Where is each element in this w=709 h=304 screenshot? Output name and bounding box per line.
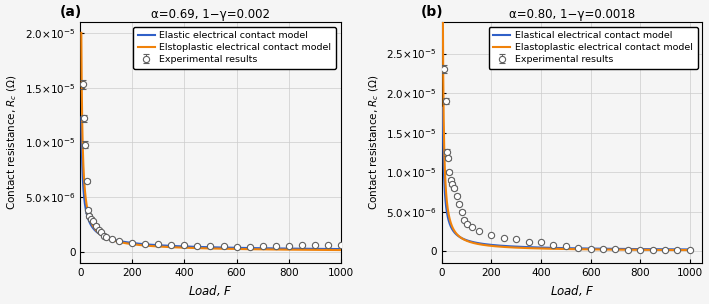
Elastical electrical contact model [633,247,642,251]
Y-axis label: Contact resistance, $R_c$ (Ω): Contact resistance, $R_c$ (Ω) [367,75,381,210]
Elastical electrical contact model [686,248,694,251]
Line: Elastic electrical contact model: Elastic electrical contact model [82,117,341,249]
Elstoplastic electrical contact model [90,226,99,230]
Elastical electrical contact model [559,246,567,250]
Elastical electrical contact model [679,247,687,251]
Elastoplastic electrical contact model [679,248,687,252]
Elastical electrical contact model [679,247,687,251]
Elastoplastic electrical contact model [559,247,567,251]
Elastic electrical contact model [77,116,86,119]
Elstoplastic electrical contact model [329,248,337,252]
Elastic electrical contact model [203,245,212,249]
Elastical electrical contact model [552,246,561,250]
Elstoplastic electrical contact model [77,31,86,35]
Line: Elastical electrical contact model: Elastical electrical contact model [443,108,690,250]
Legend: Elastic electrical contact model, Elstoplastic electrical contact model, Experim: Elastic electrical contact model, Elstop… [133,27,336,69]
Elstoplastic electrical contact model [281,248,290,251]
Elastic electrical contact model [329,247,337,251]
Elstoplastic electrical contact model [329,248,337,252]
Text: (a): (a) [60,5,82,19]
Elastoplastic electrical contact model [439,5,447,9]
Text: (b): (b) [421,5,444,19]
Line: Elstoplastic electrical contact model: Elstoplastic electrical contact model [82,33,341,250]
Legend: Elastical electrical contact model, Elastoplastic electrical contact model, Expe: Elastical electrical contact model, Elas… [489,27,698,69]
Elastical electrical contact model [451,232,459,235]
X-axis label: Load, $F$: Load, $F$ [549,283,594,299]
Elstoplastic electrical contact model [196,246,205,250]
Elastic electrical contact model [329,247,337,251]
Elastoplastic electrical contact model [679,248,687,252]
Elastic electrical contact model [90,228,99,232]
Elstoplastic electrical contact model [203,247,212,250]
Title: α=0.80, 1−γ=0.0018: α=0.80, 1−γ=0.0018 [509,8,635,21]
Elastoplastic electrical contact model [633,248,642,252]
Elastic electrical contact model [196,245,205,249]
Y-axis label: Contact resistance, $R_c$ (Ω): Contact resistance, $R_c$ (Ω) [6,75,19,210]
Title: α=0.69, 1−γ=0.002: α=0.69, 1−γ=0.002 [151,8,270,21]
Elastic electrical contact model [337,247,345,251]
Elastical electrical contact model [439,106,447,109]
Elastic electrical contact model [281,247,290,250]
Elastoplastic electrical contact model [686,248,694,252]
X-axis label: Load, $F$: Load, $F$ [188,283,233,299]
Elstoplastic electrical contact model [337,248,345,252]
Elastoplastic electrical contact model [451,231,459,234]
Line: Elastoplastic electrical contact model: Elastoplastic electrical contact model [443,7,690,250]
Elastoplastic electrical contact model [552,247,561,251]
